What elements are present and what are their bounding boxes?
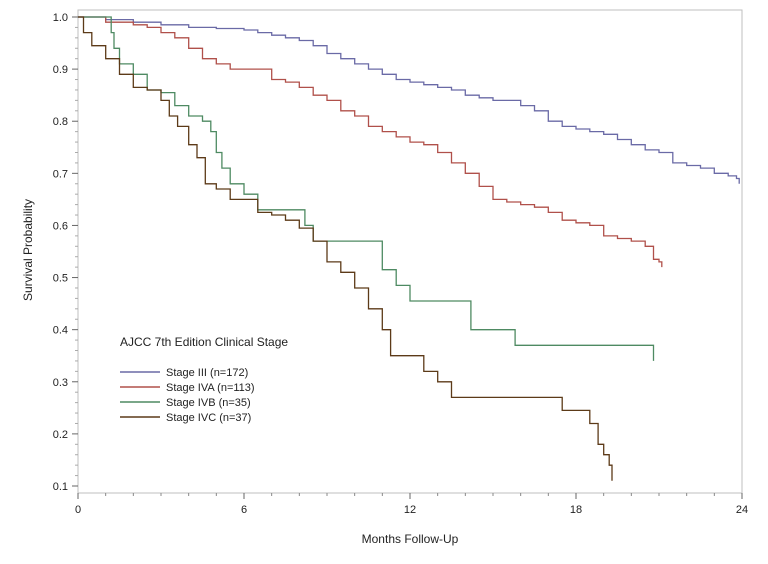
y-tick-label: 0.5 [53, 273, 68, 285]
series-lines [78, 16, 740, 481]
y-tick-label: 1.0 [53, 12, 68, 24]
axes: 0 6 12 18 24 0.1 0.2 0.3 0.4 0.5 0.6 0.7 0.8 0.9 1.0 [53, 9, 748, 516]
x-axis-title: Months Follow-Up [362, 532, 459, 546]
x-tick-label: 24 [736, 504, 748, 516]
legend: AJCC 7th Edition Clinical Stage Stage II… [120, 335, 288, 424]
series-line-3 [78, 16, 655, 361]
y-axis-title: Survival Probability [21, 199, 35, 301]
y-tick-label: 0.4 [53, 325, 68, 337]
y-tick-label: 0.1 [53, 481, 68, 493]
y-tick-label: 0.9 [53, 64, 68, 76]
series-line-2 [78, 16, 663, 268]
x-tick-label: 6 [241, 504, 247, 516]
y-tick-label: 0.2 [53, 429, 68, 441]
legend-label-1: Stage III (n=172) [166, 367, 248, 379]
legend-label-3: Stage IVB (n=35) [166, 397, 251, 409]
x-tick-label: 12 [404, 504, 416, 516]
y-tick-label: 0.7 [53, 168, 68, 180]
y-tick-label: 0.3 [53, 377, 68, 389]
y-tick-label: 0.6 [53, 220, 68, 232]
y-tick-label: 0.8 [53, 116, 68, 128]
legend-title: AJCC 7th Edition Clinical Stage [120, 335, 288, 349]
x-tick-label: 0 [75, 504, 81, 516]
x-tick-label: 18 [570, 504, 582, 516]
series-line-4 [78, 16, 613, 481]
legend-label-2: Stage IVA (n=113) [166, 382, 255, 394]
legend-label-4: Stage IVC (n=37) [166, 412, 251, 424]
series-line-1 [78, 16, 740, 184]
